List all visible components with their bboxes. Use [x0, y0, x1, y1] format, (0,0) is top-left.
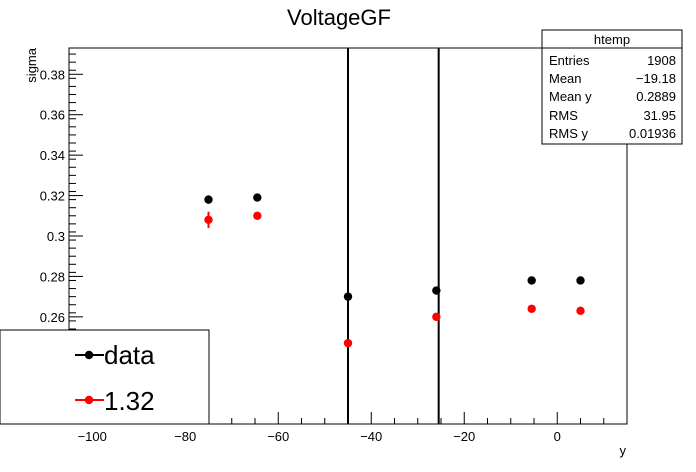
stats-label-mean: Mean [549, 71, 582, 86]
data-points [204, 193, 585, 348]
x-axis-title: y [620, 443, 627, 458]
x-tick-label: −100 [78, 429, 107, 444]
vertical-lines [347, 48, 440, 424]
legend-label-data: data [104, 340, 155, 370]
plot-frame [68, 47, 628, 425]
stats-label-rms-y: RMS y [549, 126, 589, 141]
stats-value-rms-y: 0.01936 [629, 126, 676, 141]
legend-label-1-32: 1.32 [104, 386, 155, 416]
x-tick-label: −20 [453, 429, 475, 444]
data-point-data [576, 276, 585, 285]
data-point-data [253, 193, 262, 202]
stats-label-entries: Entries [549, 53, 590, 68]
y-tick-label: 0.28 [40, 269, 65, 284]
stats-value-entries: 1908 [647, 53, 676, 68]
y-tick-label: 0.36 [40, 108, 65, 123]
x-axis-ticks: −100 −80 −60 −40 −20 0 [68, 412, 628, 444]
stats-value-rms: 31.95 [643, 108, 676, 123]
data-point-data [432, 286, 441, 295]
x-tick-label: −40 [360, 429, 382, 444]
data-point-sim [204, 215, 213, 225]
legend-frame [0, 329, 210, 425]
y-tick-label: 0.3 [47, 229, 65, 244]
data-point-sim [343, 338, 353, 348]
legend: data 1.32 [0, 329, 210, 425]
stats-box-title: htemp [594, 32, 630, 47]
x-tick-label: 0 [554, 429, 561, 444]
y-tick-label: 0.32 [40, 189, 65, 204]
stats-box-frame [541, 29, 683, 145]
stats-label-mean-y: Mean y [549, 89, 592, 104]
x-tick-label: −80 [174, 429, 196, 444]
stats-label-rms: RMS [549, 108, 578, 123]
data-point-data [527, 276, 536, 285]
data-point-sim [432, 312, 441, 322]
legend-marker-data [84, 350, 94, 360]
y-tick-label: 0.38 [40, 67, 65, 82]
y-axis-title: sigma [24, 47, 39, 82]
stats-value-mean-y: 0.2889 [636, 89, 676, 104]
legend-marker-1-32 [84, 395, 94, 405]
stats-value-mean: −19.18 [636, 71, 676, 86]
data-point-sim [527, 304, 536, 313]
data-point-data [204, 195, 213, 204]
y-tick-label: 0.26 [40, 310, 65, 325]
data-point-sim [576, 306, 585, 315]
x-tick-label: −60 [267, 429, 289, 444]
chart-title: VoltageGF [287, 5, 391, 30]
y-tick-label: 0.34 [40, 148, 65, 163]
data-point-sim [253, 211, 262, 220]
data-point-data [343, 292, 353, 301]
stats-box: htemp Entries 1908 Mean −19.18 Mean y 0.… [541, 29, 683, 145]
